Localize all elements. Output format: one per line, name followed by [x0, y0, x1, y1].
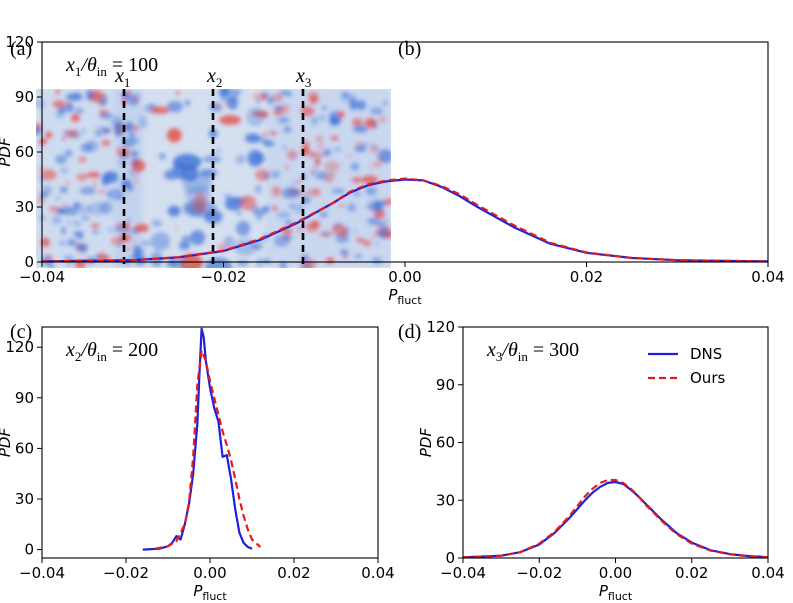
probe-label-x2: x2 [206, 65, 222, 90]
chart-c-xtick-label: 0.00 [193, 564, 226, 582]
chart-b-annotation: x1/θin = 100 [65, 54, 158, 79]
field-texture [36, 89, 391, 268]
chart-c-annotation: x2/θin = 200 [65, 339, 158, 364]
panel-d: (d) −0.04 −0.02 0.00 0.02 0.04 0 30 60 90 120 Pfluc… [398, 318, 785, 603]
chart-c-ytick-label: 60 [15, 439, 34, 457]
chart-b-xtick-label: −0.02 [201, 268, 247, 286]
chart-c-xlabel: Pfluct [193, 582, 227, 603]
chart-b-xtick-label: 0.02 [570, 268, 603, 286]
chart-d-series-dns [462, 480, 769, 559]
chart-c-xtick-label: 0.02 [277, 564, 310, 582]
chart-d-xtick-label: −0.02 [516, 564, 562, 582]
chart-d-xtick-label: 0.04 [751, 564, 784, 582]
chart-b-xtick-label: 0.00 [388, 268, 421, 286]
chart-b-xtick-label: 0.04 [751, 268, 784, 286]
chart-c-ytick-label: 30 [15, 490, 34, 508]
chart-d-series-ours [462, 478, 769, 559]
chart-b-ytick-label: 60 [15, 143, 34, 161]
chart-c-ytick-label: 0 [24, 541, 34, 559]
chart-d-ylabel: PDF [417, 428, 435, 458]
probe-lines [122, 89, 305, 268]
chart-d-ytick-label: 60 [436, 434, 455, 452]
probe-label-x1: x1 [114, 65, 130, 90]
chart-d-legend: DNS Ours [648, 345, 725, 387]
chart-d-series-group [462, 478, 769, 559]
chart-c-series-dns [142, 327, 253, 551]
chart-b-ylabel: PDF [0, 137, 14, 167]
chart-b-series-group [41, 177, 769, 263]
chart-c-xtick-label: 0.04 [361, 564, 394, 582]
chart-b-panel-label: (b) [398, 38, 421, 60]
panel-b: (b) −0.04 −0.02 0.00 0.02 0.04 0 30 60 90 120 Pfluc… [0, 33, 785, 307]
chart-d-ytick-label: 30 [436, 491, 455, 509]
chart-d-ytick-label: 0 [445, 549, 455, 567]
chart-c-xtick-label: −0.02 [103, 564, 149, 582]
chart-b-series-ours [41, 177, 769, 263]
chart-d-panel-label: (d) [398, 321, 421, 343]
chart-c-axes-frame [41, 326, 379, 559]
chart-c-xtick-label: −0.04 [19, 564, 65, 582]
chart-b-xtick-label: −0.04 [19, 268, 65, 286]
chart-b-ytick-label: 0 [24, 253, 34, 271]
panel-a-label: (a) [10, 38, 32, 60]
chart-d-legend-label-ours: Ours [690, 369, 725, 387]
chart-d-annotation: x3/θin = 300 [486, 339, 579, 364]
chart-b-ytick-label: 30 [15, 198, 34, 216]
chart-d-xtick-label: −0.04 [440, 564, 486, 582]
chart-c-ytick-label: 120 [5, 338, 34, 356]
chart-b-ytick-label: 90 [15, 88, 34, 106]
chart-d-xtick-label: 0.00 [599, 564, 632, 582]
chart-c-ylabel: PDF [0, 428, 14, 458]
chart-c-panel-label: (c) [10, 321, 32, 343]
chart-d-xlabel: Pfluct [599, 582, 633, 603]
chart-d-ytick-label: 120 [426, 318, 455, 336]
chart-d-xtick-label: 0.02 [675, 564, 708, 582]
chart-b-ytick-label: 120 [5, 33, 34, 51]
panel-c: (c) −0.04 −0.02 0.00 0.02 0.04 0 30 60 90 120 Pfluc… [0, 321, 395, 603]
chart-d-legend-label-dns: DNS [690, 345, 722, 363]
chart-c-ytick-label: 90 [15, 389, 34, 407]
panel-a: (a) x1 x2 x3 [10, 38, 391, 268]
chart-c-series-group [142, 327, 262, 551]
chart-c-series-ours [155, 349, 262, 550]
probe-label-x3: x3 [295, 65, 311, 90]
chart-d-ytick-label: 90 [436, 376, 455, 394]
chart-b-xlabel: Pfluct [388, 286, 422, 307]
